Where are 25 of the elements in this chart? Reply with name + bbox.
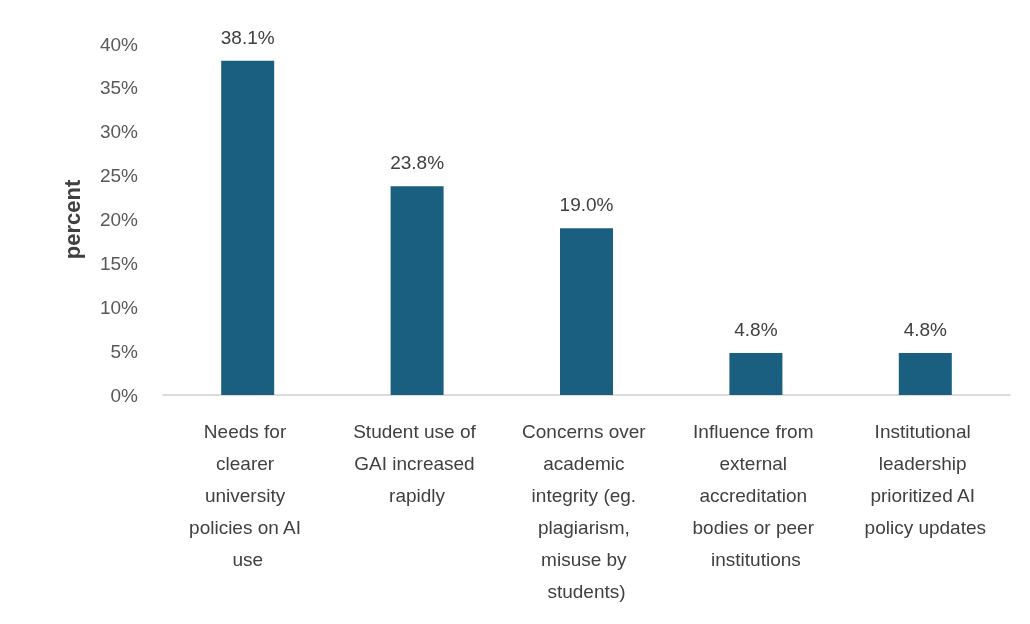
x-tick-label: Needs for clearer university policies on AI use: [189, 420, 307, 570]
y-tick-label: 0%: [110, 384, 139, 406]
y-tick-label: 40%: [99, 33, 139, 55]
x-tick-label: Institutional leadership prioritized AI policy updates: [864, 420, 987, 538]
y-tick-label: 5%: [110, 340, 139, 362]
data-label: 4.8%: [734, 318, 778, 340]
bar: [898, 352, 952, 395]
y-tick-label: 35%: [99, 77, 139, 99]
x-tick-label: Influence from external accreditation bodies or peer institutions: [692, 420, 820, 570]
y-tick-label: 25%: [99, 165, 139, 187]
y-axis-title: percent: [59, 179, 85, 260]
y-tick-label: 10%: [99, 296, 139, 318]
bar: [221, 60, 275, 395]
data-label: 19.0%: [559, 194, 614, 216]
y-tick-label: 15%: [99, 252, 139, 274]
y-tick-label: 30%: [99, 121, 139, 143]
x-tick-label: Concerns over academic integrity (eg. plagiarism, misuse by students): [522, 420, 651, 602]
data-label: 38.1%: [220, 26, 275, 48]
data-label: 4.8%: [903, 318, 948, 340]
x-tick-label: Student use of GAI increased rapidly: [353, 420, 482, 506]
bar: [390, 186, 444, 395]
bar: [560, 228, 613, 395]
data-label: 23.8%: [390, 152, 445, 174]
y-tick-label: 20%: [99, 209, 139, 230]
bar: [729, 352, 783, 395]
